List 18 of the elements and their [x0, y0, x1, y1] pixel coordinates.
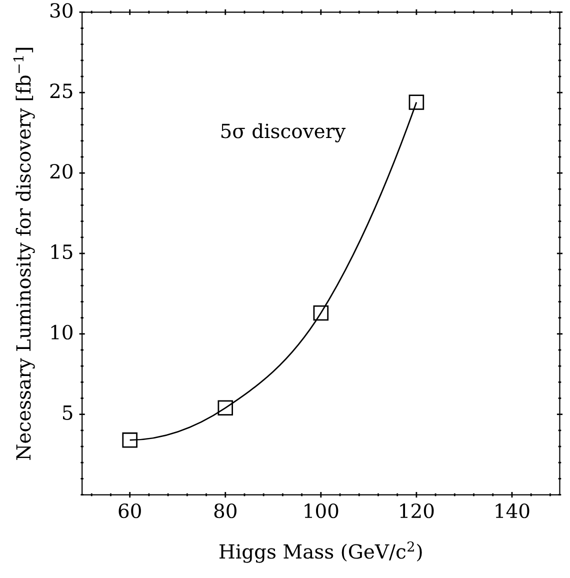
- x-axis-title: Higgs Mass (GeV/c$^{2}$): [220, 541, 422, 563]
- point: [408, 94, 424, 110]
- y-tick-label: 15: [51, 244, 72, 260]
- x-tick-label: 80: [214, 503, 236, 518]
- x-tick-label: 120: [400, 503, 434, 518]
- y-tick-label: 10: [51, 324, 72, 340]
- y-tick-label: 30: [50, 3, 72, 18]
- y-tick-label: 25: [50, 84, 72, 98]
- annotation: 5σ discovery: [221, 123, 346, 142]
- point: [218, 400, 234, 416]
- y-tick-label: 5: [63, 406, 72, 420]
- x-tick-label: 100: [304, 503, 338, 518]
- y-tick-label: 20: [50, 164, 72, 179]
- point: [122, 432, 138, 448]
- x-tick-label: 140: [496, 503, 530, 518]
- point: [313, 305, 329, 321]
- y-axis-title: Necessary Luminosity for discovery [fb$^{−1}$]: [13, 48, 35, 460]
- x-tick-label: 60: [118, 503, 141, 518]
